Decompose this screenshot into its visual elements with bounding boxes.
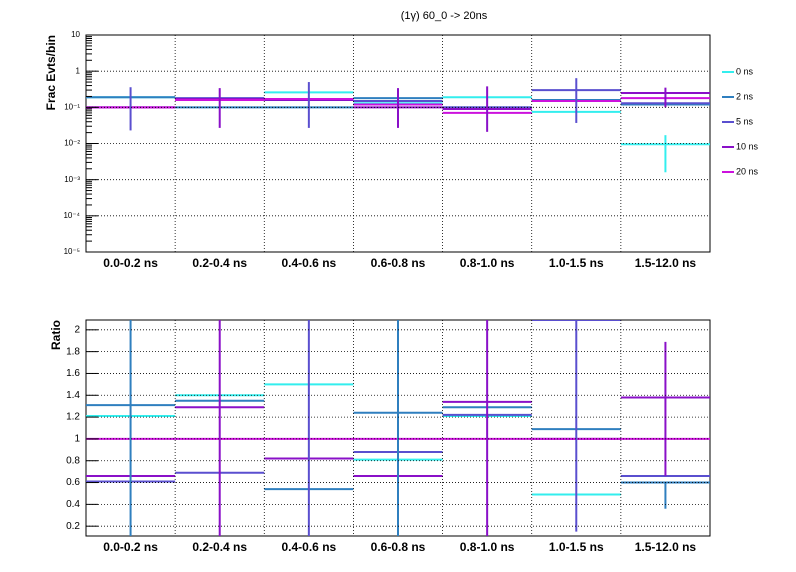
- y-axis-label: Ratio: [49, 320, 63, 350]
- y-tick-label: 0.8: [66, 455, 80, 466]
- y-tick-label: 1: [74, 434, 80, 445]
- y-tick-label: 1.2: [66, 412, 80, 423]
- y-tick-label: 1.8: [66, 346, 80, 357]
- chart-title: (1γ) 60_0 -> 20ns: [401, 10, 488, 22]
- x-tick-label: 0.8-1.0 ns: [460, 540, 515, 554]
- x-tick-label: 1.0-1.5 ns: [549, 540, 604, 554]
- x-tick-label: 0.8-1.0 ns: [460, 256, 515, 270]
- y-tick-label: 0.4: [66, 499, 80, 510]
- x-tick-label: 0.0-0.2 ns: [103, 540, 158, 554]
- y-tick-label: 10⁻²: [64, 139, 80, 148]
- y-tick-label: 10⁻³: [64, 175, 80, 184]
- y-tick-label: 10⁻⁴: [63, 211, 80, 220]
- legend-label: 5 ns: [736, 116, 754, 126]
- y-tick-label: 1: [76, 66, 81, 75]
- y-tick-label: 0.6: [66, 477, 80, 488]
- x-tick-label: 0.6-0.8 ns: [371, 256, 426, 270]
- x-tick-label: 0.2-0.4 ns: [192, 256, 247, 270]
- legend-label: 10 ns: [736, 141, 759, 151]
- plot-area: [86, 78, 710, 173]
- x-tick-label: 0.4-0.6 ns: [282, 540, 337, 554]
- plot-area: [86, 320, 710, 536]
- y-tick-label: 10⁻¹: [64, 102, 80, 111]
- y-tick-label: 1.4: [66, 390, 80, 401]
- y-axis-label: Frac Evts/bin: [44, 35, 58, 110]
- y-tick-label: 0.2: [66, 521, 80, 532]
- x-tick-label: 1.5-12.0 ns: [635, 256, 697, 270]
- x-tick-label: 1.0-1.5 ns: [549, 256, 604, 270]
- y-tick-label: 10⁻⁵: [64, 247, 80, 256]
- x-tick-label: 0.4-0.6 ns: [282, 256, 337, 270]
- x-tick-label: 0.0-0.2 ns: [103, 256, 158, 270]
- x-tick-label: 1.5-12.0 ns: [635, 540, 697, 554]
- y-tick-label: 1.6: [66, 368, 80, 379]
- legend-label: 20 ns: [736, 166, 759, 176]
- legend-label: 0 ns: [736, 66, 754, 76]
- legend-label: 2 ns: [736, 91, 754, 101]
- x-tick-label: 0.6-0.8 ns: [371, 540, 426, 554]
- x-tick-label: 0.2-0.4 ns: [192, 540, 247, 554]
- y-tick-label: 10: [71, 30, 80, 39]
- y-tick-label: 2: [74, 324, 80, 335]
